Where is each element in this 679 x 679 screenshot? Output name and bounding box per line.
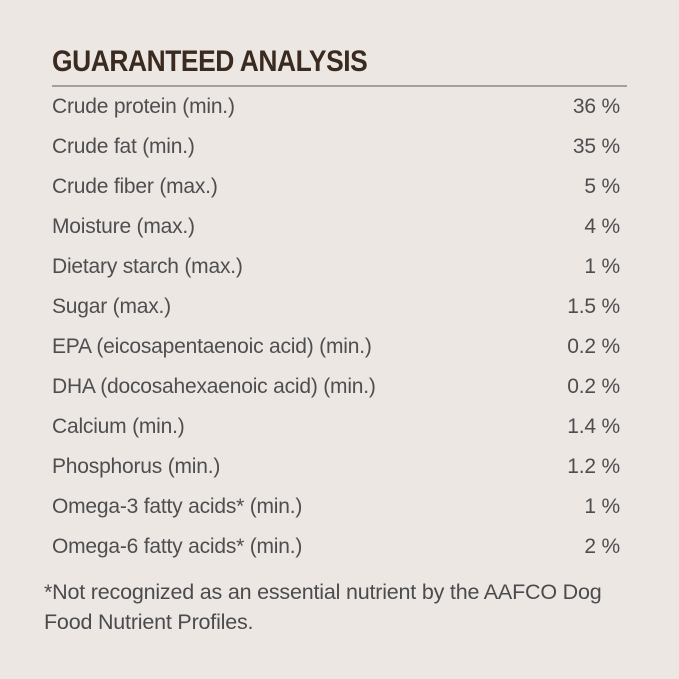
nutrient-value: 1.5 % (567, 295, 620, 318)
nutrient-label: Omega-6 fatty acids* (min.) (52, 535, 303, 558)
table-row: Omega-6 fatty acids* (min.) 2 % (52, 527, 627, 567)
nutrient-value: 1 % (584, 495, 620, 518)
nutrient-value: 5 % (584, 175, 620, 198)
table-row: Dietary starch (max.) 1 % (52, 247, 627, 287)
table-row: EPA (eicosapentaenoic acid) (min.) 0.2 % (52, 327, 627, 367)
nutrient-value: 1 % (584, 255, 620, 278)
table-row: Crude fat (min.) 35 % (52, 127, 627, 167)
nutrient-label: DHA (docosahexaenoic acid) (min.) (52, 375, 376, 398)
nutrient-value: 36 % (572, 95, 620, 118)
footnote-line: Food Nutrient Profiles. (44, 610, 254, 634)
nutrient-value: 1.4 % (567, 415, 620, 438)
nutrient-label: Omega-3 fatty acids* (min.) (52, 495, 303, 518)
nutrient-label: Crude fat (min.) (52, 135, 195, 158)
table-row: Calcium (min.) 1.4 % (52, 407, 627, 447)
nutrient-label: Sugar (max.) (52, 295, 171, 318)
table-row: DHA (docosahexaenoic acid) (min.) 0.2 % (52, 367, 627, 407)
footnote-line: *Not recognized as an essential nutrient… (44, 580, 602, 604)
nutrient-label: Dietary starch (max.) (52, 255, 243, 278)
table-row: Crude fiber (max.) 5 % (52, 167, 627, 207)
section-title: GUARANTEED ANALYSIS (52, 45, 368, 78)
table-row: Crude protein (min.) 36 % (52, 87, 627, 127)
table-row: Phosphorus (min.) 1.2 % (52, 447, 627, 487)
table-row: Moisture (max.) 4 % (52, 207, 627, 247)
nutrient-value: 4 % (584, 215, 620, 238)
analysis-table: Crude protein (min.) 36 % Crude fat (min… (52, 87, 627, 567)
table-row: Omega-3 fatty acids* (min.) 1 % (52, 487, 627, 527)
nutrient-value: 1.2 % (567, 455, 620, 478)
title-divider (52, 85, 627, 87)
table-row: Sugar (max.) 1.5 % (52, 287, 627, 327)
nutrient-label: Moisture (max.) (52, 215, 195, 238)
nutrient-value: 0.2 % (567, 375, 620, 398)
nutrient-label: EPA (eicosapentaenoic acid) (min.) (52, 335, 372, 358)
nutrient-label: Calcium (min.) (52, 415, 185, 438)
guaranteed-analysis-panel: GUARANTEED ANALYSIS Crude protein (min.)… (44, 44, 627, 637)
footnote: *Not recognized as an essential nutrient… (44, 577, 627, 637)
nutrient-value: 2 % (584, 535, 620, 558)
nutrient-label: Crude fiber (max.) (52, 175, 218, 198)
nutrient-label: Phosphorus (min.) (52, 455, 221, 478)
nutrient-value: 0.2 % (567, 335, 620, 358)
nutrient-value: 35 % (572, 135, 620, 158)
nutrient-label: Crude protein (min.) (52, 95, 235, 118)
